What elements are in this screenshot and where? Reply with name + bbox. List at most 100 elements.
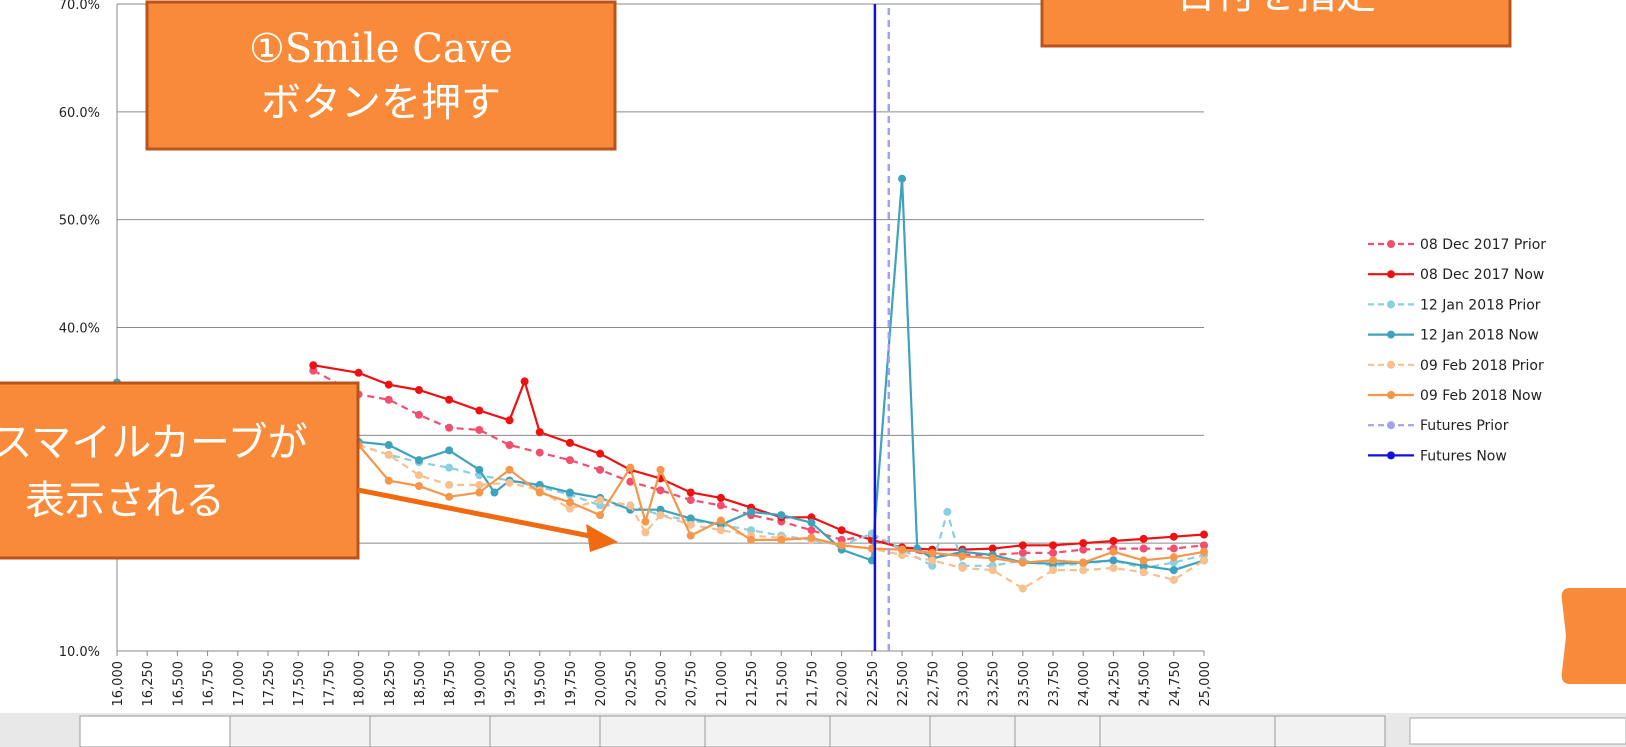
point: [1169, 544, 1178, 553]
sheet-tab[interactable]: [929, 715, 1016, 747]
point: [626, 477, 635, 486]
point: [1169, 553, 1178, 562]
point: [837, 541, 846, 550]
legend-label: Futures Now: [1420, 448, 1507, 464]
point: [445, 395, 454, 404]
point: [747, 535, 756, 544]
point: [807, 526, 816, 535]
point: [414, 456, 423, 465]
point: [565, 438, 574, 447]
series-line: [358, 443, 1205, 590]
legend-label: 08 Dec 2017 Now: [1420, 267, 1544, 283]
sheet-tabs: [0, 713, 1626, 747]
point: [1018, 548, 1027, 557]
point: [988, 544, 997, 553]
x-tick-label: 17,500: [292, 661, 307, 707]
x-tick-label: 18,250: [383, 661, 398, 707]
point: [686, 531, 695, 540]
point: [747, 507, 756, 516]
x-tick-label: 24,250: [1107, 661, 1122, 707]
sheet-tab[interactable]: [369, 715, 491, 747]
point: [596, 511, 605, 520]
x-tick-label: 20,500: [655, 661, 670, 707]
point: [535, 448, 544, 457]
x-tick-label: 18,750: [443, 661, 458, 707]
legend-label: 09 Feb 2018 Now: [1420, 388, 1542, 404]
series-line: [357, 444, 1205, 564]
point: [505, 478, 514, 487]
point: [354, 368, 363, 377]
point: [1109, 556, 1118, 565]
point: [1200, 541, 1208, 550]
callout-text: スマイルカーブが: [0, 420, 308, 466]
point: [1139, 534, 1148, 543]
point: [1139, 556, 1148, 565]
point: [626, 463, 635, 472]
legend-marker: [1387, 451, 1395, 460]
point: [1169, 575, 1178, 584]
x-tick-label: 19,250: [504, 661, 519, 707]
point: [445, 463, 454, 472]
sheet-tab[interactable]: [704, 715, 831, 747]
x-tick-label: 17,750: [322, 661, 337, 707]
x-tick-label: 22,750: [926, 661, 941, 707]
x-tick-label: 23,000: [956, 661, 971, 707]
point: [716, 516, 725, 525]
point: [384, 441, 393, 450]
sheet-tab[interactable]: [599, 715, 706, 747]
point: [1049, 556, 1058, 565]
point: [928, 548, 937, 557]
point: [596, 496, 605, 505]
point: [807, 533, 816, 542]
legend-marker: [1387, 421, 1395, 430]
legend-marker: [1387, 300, 1395, 309]
plot-area: 10.0%20.0%30.0%40.0%50.0%60.0%70.0%16,00…: [59, 0, 1547, 707]
x-tick-label: 20,750: [685, 661, 700, 707]
point: [1200, 530, 1208, 539]
point: [596, 449, 605, 458]
legend-label: Futures Prior: [1420, 418, 1509, 434]
x-tick-label: 24,500: [1138, 661, 1153, 707]
y-tick-label: 60.0%: [59, 106, 100, 121]
x-tick-label: 18,500: [413, 661, 428, 707]
point: [777, 535, 786, 544]
point: [626, 501, 635, 510]
x-tick-label: 24,750: [1168, 661, 1183, 707]
point: [988, 554, 997, 563]
point: [656, 465, 665, 474]
scrollbar[interactable]: [1409, 717, 1626, 745]
arrow: [357, 487, 601, 541]
x-tick-label: 22,250: [866, 661, 881, 707]
point: [596, 465, 605, 474]
point: [414, 471, 423, 480]
point: [475, 425, 484, 434]
x-tick-label: 21,250: [745, 661, 760, 707]
point: [958, 552, 967, 561]
x-tick-label: 17,250: [262, 661, 277, 707]
sheet-tab[interactable]: [229, 715, 371, 747]
sheet-tab[interactable]: [829, 715, 931, 747]
point: [445, 480, 454, 489]
sheet-tab[interactable]: [1099, 715, 1276, 747]
point: [1079, 558, 1088, 567]
point: [565, 504, 574, 513]
callout-text: 日付を指定: [1176, 0, 1376, 18]
point: [1049, 541, 1058, 550]
sheet-tab[interactable]: [1014, 715, 1101, 747]
callout-text: ①Smile Cave: [249, 26, 513, 72]
sheet-tab[interactable]: [1274, 715, 1386, 747]
sheet-tab[interactable]: [489, 715, 601, 747]
point: [414, 482, 423, 491]
point: [928, 556, 937, 565]
legend-marker: [1387, 391, 1395, 399]
legend-marker: [1387, 360, 1395, 369]
y-tick-label: 40.0%: [59, 322, 100, 337]
point: [898, 174, 907, 183]
point: [384, 450, 393, 459]
sheet-tab[interactable]: [79, 715, 231, 747]
side-button[interactable]: [1561, 588, 1626, 684]
legend-label: 08 Dec 2017 Prior: [1420, 237, 1546, 253]
point: [505, 416, 514, 425]
y-tick-label: 50.0%: [59, 214, 100, 229]
